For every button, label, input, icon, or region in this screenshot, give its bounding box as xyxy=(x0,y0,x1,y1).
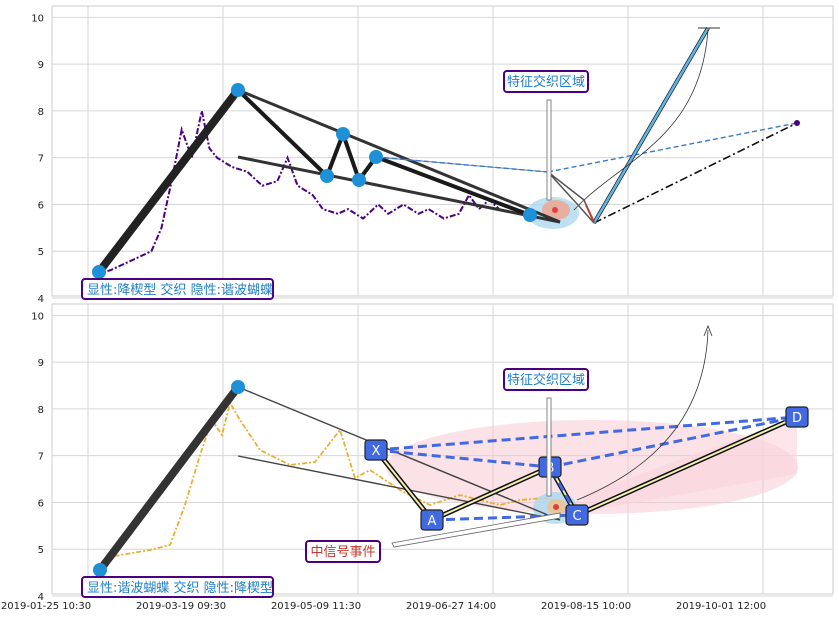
bottom-panel: 45678910XABCD特征交织区域中信号事件显性:谐波蝴蝶 交织 隐性:降楔… xyxy=(31,303,834,603)
x-tick-label: 2019-01-25 10:30 xyxy=(1,601,91,612)
wedge-upper xyxy=(237,88,561,224)
small-pattern xyxy=(547,171,595,224)
y-tick-label: 4 xyxy=(38,592,44,603)
xabcd-point-label: C xyxy=(572,509,581,524)
x-tick-label: 2019-05-09 11:30 xyxy=(271,601,361,612)
xabcd-leg-fill xyxy=(576,416,798,516)
xabcd-point-box xyxy=(785,406,809,428)
interweave-dot xyxy=(553,504,559,510)
pattern-label-box xyxy=(81,576,274,598)
wedge-lower xyxy=(237,455,561,521)
breakout-leg-fill xyxy=(592,27,710,224)
y-tick-label: 9 xyxy=(38,358,44,369)
y-tick-label: 8 xyxy=(38,107,44,118)
event-label-box xyxy=(305,540,381,563)
projection-dash xyxy=(547,122,798,173)
y-tick-label: 7 xyxy=(38,154,44,165)
zigzag-leg xyxy=(341,133,361,181)
xabcd-leg-fill xyxy=(431,466,551,521)
pivot-node xyxy=(523,208,537,222)
pivot-node xyxy=(369,150,383,164)
wedge-lower xyxy=(237,155,561,224)
pattern-label-text: 显性:降楔型 交织 隐性:谐波蝴蝶 xyxy=(87,282,273,298)
xabcd-dash xyxy=(375,448,551,469)
event-label-text: 中信号事件 xyxy=(310,545,375,560)
x-tick-label: 2019-08-15 10:00 xyxy=(541,601,631,612)
zigzag-leg xyxy=(375,155,531,217)
pivot-node xyxy=(231,83,245,97)
xabcd-leg-fill xyxy=(375,449,433,521)
wedge-leg xyxy=(96,384,242,573)
zone-pointer xyxy=(546,99,552,201)
x-tick-label: 2019-03-19 09:30 xyxy=(136,601,226,612)
y-tick-label: 9 xyxy=(38,60,44,71)
x-axis: 2019-01-25 10:30 2019-03-19 09:30 2019-05-… xyxy=(1,601,766,612)
pivot-node xyxy=(93,563,107,577)
y-tick-label: 6 xyxy=(38,200,44,211)
plot-area xyxy=(51,5,834,297)
xabcd-point-label: A xyxy=(428,514,437,529)
zone-label-text: 特征交织区域 xyxy=(507,74,585,90)
y-tick-label: 4 xyxy=(38,294,44,305)
zone-label-box xyxy=(503,368,589,391)
red-segment xyxy=(585,204,595,223)
projection-dash xyxy=(375,156,549,173)
pivot-node xyxy=(92,265,106,279)
price-line-bottom xyxy=(95,400,561,569)
arc-arrow-head xyxy=(703,324,713,337)
y-tick-label: 10 xyxy=(31,13,44,24)
pivot-node xyxy=(231,380,245,394)
xabcd-dash xyxy=(375,415,798,452)
y-tick-label: 5 xyxy=(38,545,44,556)
pivot-node xyxy=(352,173,366,187)
arc-line xyxy=(576,329,709,501)
xabcd-point-box xyxy=(420,509,444,531)
xabcd-point-box xyxy=(364,439,388,461)
zone-label-box xyxy=(503,70,589,93)
xabcd-point-label: D xyxy=(792,411,802,426)
y-tick-label: 8 xyxy=(38,405,44,416)
pattern-label-box xyxy=(81,278,274,300)
interweave-dot xyxy=(552,207,558,213)
y-tick-label: 6 xyxy=(38,498,44,509)
y-tick-label: 10 xyxy=(31,311,44,322)
zone-pointer xyxy=(546,397,552,497)
pattern-label-text: 显性:谐波蝴蝶 交织 隐性:降楔型 xyxy=(87,580,273,596)
xabcd-point-label: X xyxy=(372,444,381,459)
x-tick-label: 2019-06-27 14:00 xyxy=(406,601,496,612)
y-tick-label: 7 xyxy=(38,452,44,463)
pivot-node xyxy=(320,169,334,183)
zigzag-leg xyxy=(236,88,329,178)
xabcd-dash xyxy=(549,415,798,469)
zigzag-leg xyxy=(325,133,345,177)
pivot-node xyxy=(336,127,350,141)
arc-line xyxy=(573,29,709,211)
wedge-upper xyxy=(237,386,561,521)
y-tick-label: 5 xyxy=(38,247,44,258)
projection-dashdot xyxy=(593,122,798,224)
event-pointer xyxy=(391,512,561,548)
x-tick-label: 2019-10-01 12:00 xyxy=(676,601,766,612)
zone-label-text: 特征交织区域 xyxy=(507,372,585,388)
xabcd-point-box xyxy=(565,504,589,526)
projection-end-dot xyxy=(794,120,800,126)
wedge-leg xyxy=(95,87,242,275)
